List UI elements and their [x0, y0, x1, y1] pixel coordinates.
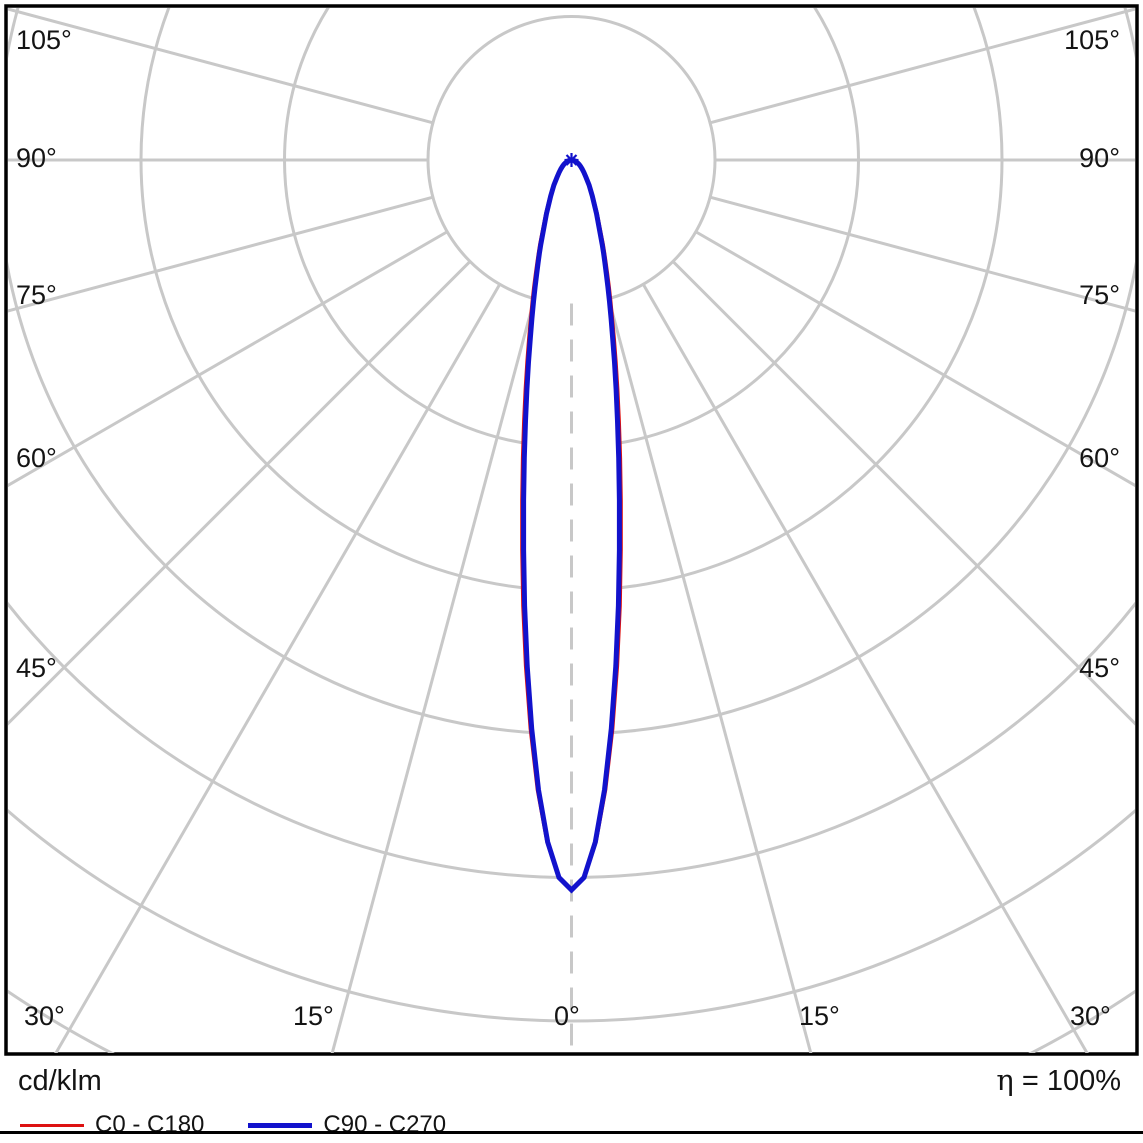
efficiency-value: = 100% — [1013, 1065, 1121, 1097]
chart-footer: cd/klm η = 100% C0 - C180 C90 - C270 — [0, 1059, 1143, 1143]
efficiency-label: η = 100% — [996, 1063, 1121, 1098]
angle-label-bottom-1: 15° — [293, 1001, 334, 1031]
legend-line-c0-icon — [20, 1123, 84, 1127]
angle-label-right-3: 60° — [1079, 443, 1120, 473]
angle-label-right-2: 75° — [1079, 280, 1120, 310]
angle-label-left-1: 90° — [16, 143, 57, 173]
polar-grid-and-curves — [4, 4, 1139, 1056]
curve-c90-c270 — [521, 157, 622, 894]
angle-label-right-4: 45° — [1079, 653, 1120, 683]
eta-symbol: η — [996, 1063, 1014, 1097]
peak-marker-icon — [564, 153, 579, 167]
intensity-curves — [520, 153, 623, 1053]
angle-label-bottom-0: 30° — [24, 1001, 65, 1031]
angle-label-right-1: 90° — [1079, 143, 1120, 173]
legend-line-c90-icon — [248, 1122, 313, 1128]
angle-label-left-0: 105° — [16, 25, 72, 55]
angle-label-left-3: 60° — [16, 443, 57, 473]
angle-label-bottom-2: 0° — [554, 1001, 580, 1031]
legend-label-c90: C90 - C270 — [323, 1111, 447, 1138]
polar-grid — [8, 8, 1135, 1053]
angle-label-right-0: 105° — [1064, 25, 1120, 55]
angle-label-left-4: 45° — [16, 653, 57, 683]
angle-label-bottom-4: 30° — [1070, 1001, 1111, 1031]
angle-label-bottom-3: 15° — [799, 1001, 840, 1031]
polar-chart: 105° 90° 75° 60° 45° 105° 90° 75° 60° 45° 30° 15° 0°… — [4, 4, 1139, 1056]
divider — [0, 1131, 1143, 1134]
units-label: cd/klm — [18, 1065, 102, 1097]
angle-label-left-2: 75° — [16, 280, 57, 310]
legend-label-c0: C0 - C180 — [95, 1111, 205, 1138]
legend: C0 - C180 C90 - C270 — [20, 1111, 446, 1139]
